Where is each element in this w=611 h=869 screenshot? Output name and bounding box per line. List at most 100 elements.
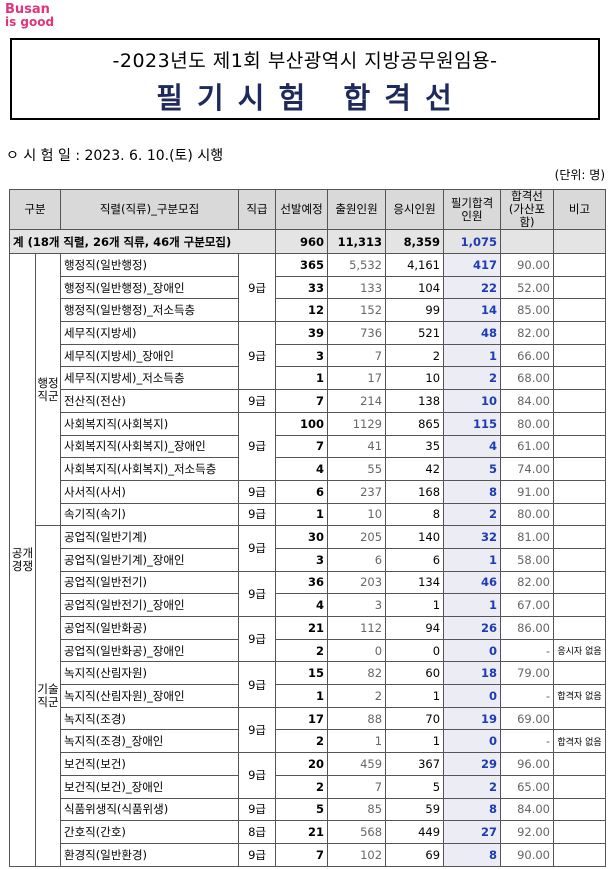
cell <box>553 502 607 527</box>
cell: 9급 <box>238 389 277 413</box>
cell <box>553 434 607 459</box>
cell: 59 <box>385 797 445 822</box>
cell: 5,532 <box>327 253 387 277</box>
cell: 2 <box>443 502 502 527</box>
cell: 10 <box>385 366 445 391</box>
cell: - <box>500 684 555 708</box>
cell: 140 <box>385 525 445 549</box>
cell: 112 <box>327 616 387 640</box>
cell: 공업직(일반전기)_장애인 <box>60 593 240 617</box>
logo-name: Busan <box>5 2 50 17</box>
cell: 70 <box>385 706 445 731</box>
cell: 85 <box>327 797 387 822</box>
cell: 필기합격 인원 <box>443 189 502 230</box>
result-table: 구분 직렬(직류)_구분모집 직급 선발예정 출원인원 응시인원 필기합격 인원 합격선 (가… <box>8 189 607 867</box>
cell: 1 <box>385 593 445 617</box>
cell: 60 <box>385 661 445 686</box>
cell: 459 <box>327 752 387 776</box>
cell: 237 <box>327 479 387 504</box>
cell: 5 <box>385 774 445 799</box>
cell: 85.00 <box>500 298 555 323</box>
cell: 9급 <box>238 752 277 799</box>
row: 사회복지직(사회복지)_장애인 7 41 35 4 61.00 <box>10 434 607 459</box>
cell <box>553 820 607 844</box>
row: 공업직(일반화공)_장애인 2 0 0 0- 응시자 없음 <box>10 638 607 663</box>
row: 공개 경쟁 행정 직군 행정직(일반행정) 9급 365 5,532 4,161 417 90.… <box>9 252 607 867</box>
cell: 사회복지직(사회복지) <box>60 411 240 436</box>
cell: 구분 <box>8 189 62 230</box>
cell: 3 <box>327 593 387 617</box>
cell: 865 <box>385 411 445 436</box>
cell: 521 <box>385 321 445 345</box>
cell: 합격선 (가산포함) <box>500 189 555 230</box>
cell: 0 <box>327 638 387 663</box>
cell: 17 <box>327 366 387 391</box>
cell: 간호직(간호) <box>60 820 240 844</box>
cell: 30 <box>275 525 329 549</box>
cell: 0 <box>443 638 502 663</box>
cell: 녹지직(조경)_장애인 <box>60 729 240 754</box>
cell <box>553 842 607 867</box>
row: 식품위생직(식품위생) 9급 5 85 59 8 84.00 <box>10 797 607 822</box>
cell: 녹지직(산림자원) <box>60 661 240 686</box>
cell <box>553 321 607 345</box>
cell: 녹지직(조경) <box>60 706 240 731</box>
cell: 82.00 <box>500 321 555 345</box>
cell: 7 <box>327 343 387 368</box>
cell: 39 <box>275 321 329 345</box>
cell: 1,075 <box>443 229 502 254</box>
cell <box>553 411 607 436</box>
cell: 2 <box>275 729 329 754</box>
cell: 6 <box>275 479 329 504</box>
cell: 11,313 <box>327 229 387 254</box>
cell: 46 <box>443 570 502 595</box>
cell: 36 <box>275 570 329 595</box>
cell: 1 <box>275 684 329 708</box>
cell: 86.00 <box>500 616 555 640</box>
cell: 17 <box>275 706 329 731</box>
logo-tagline: is good <box>5 15 55 29</box>
cell: 사회복지직(사회복지)_장애인 <box>60 434 240 459</box>
cell: 365 <box>275 253 329 277</box>
cell: 29 <box>443 752 502 776</box>
cell: 133 <box>327 275 387 300</box>
cell: 102 <box>327 842 387 867</box>
cell: 568 <box>327 820 387 844</box>
row: 공업직(일반화공) 9급 21 112 94 26 86.00 <box>10 615 607 663</box>
logo: Busan is good <box>5 2 55 29</box>
cell: 134 <box>385 570 445 595</box>
cell: 공업직(일반화공)_장애인 <box>60 638 240 663</box>
cell <box>553 253 607 277</box>
cell: 94 <box>385 616 445 640</box>
row: 사회복지직(사회복지) 9급 100 1129 865 115 80.00 <box>10 411 607 481</box>
cell <box>553 366 607 391</box>
cell: 0 <box>443 684 502 708</box>
cell: 6 <box>327 547 387 572</box>
title-box: -2023년도 제1회 부산광역시 지방공무원임용- 필 기 시 험 합 격 선 <box>10 38 600 120</box>
cell: 88 <box>327 706 387 731</box>
cell: 92.00 <box>500 820 555 844</box>
cell: 417 <box>443 253 502 277</box>
cell: 9급 <box>238 842 277 867</box>
cell: 행정직(일반행정)_저소득층 <box>60 298 240 323</box>
cell: 214 <box>327 389 387 413</box>
cell: 84.00 <box>500 389 555 413</box>
cell: 82 <box>327 661 387 686</box>
cell: 계 (18개 직렬, 26개 직류, 46개 구분모집) <box>8 229 277 254</box>
row: 세무직(지방세)_저소득층 1 17 10 2 68.00 <box>10 366 607 391</box>
cell: 사서직(사서) <box>60 479 240 504</box>
row: 사회복지직(사회복지)_저소득층 4 55 42 5 74.00 <box>10 457 607 481</box>
cell: 58.00 <box>500 547 555 572</box>
row: 계 (18개 직렬, 26개 직류, 46개 구분모집) 960 11,313 8,3… <box>8 229 607 254</box>
cell <box>553 547 607 572</box>
cell: 9급 <box>238 797 277 822</box>
cell: 19 <box>443 706 502 731</box>
cell: 세무직(지방세)_장애인 <box>60 343 240 368</box>
cell: 합격자 없음 <box>553 684 607 708</box>
cell: 21 <box>275 616 329 640</box>
cell: 6 <box>385 547 445 572</box>
cell: 960 <box>275 229 329 254</box>
cell: 42 <box>385 457 445 481</box>
cell: 선발예정 <box>275 189 329 230</box>
cell: 공업직(일반기계) <box>60 525 240 549</box>
